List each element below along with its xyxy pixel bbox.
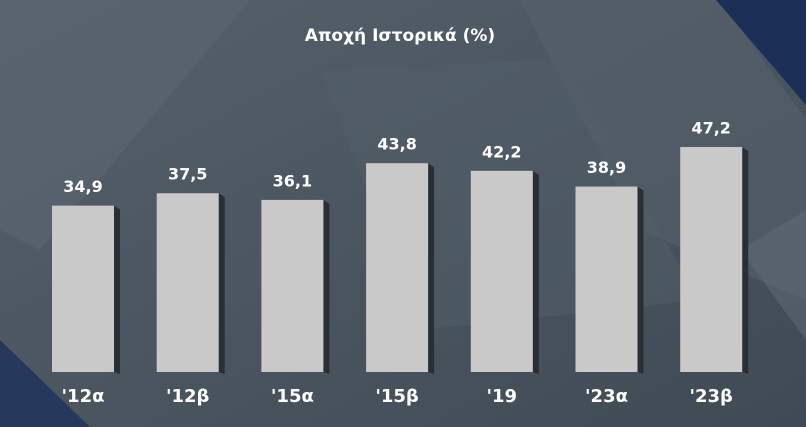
bar	[575, 186, 638, 372]
chart-title: Αποχή Ιστορικά (%)	[305, 26, 495, 46]
value-label: 47,2	[691, 119, 730, 138]
x-tick-label: '15α	[271, 386, 314, 407]
bar	[261, 199, 324, 372]
value-label: 43,8	[377, 135, 416, 154]
bar-shadow	[637, 186, 644, 374]
bar-shadow	[323, 199, 330, 374]
value-label: 36,1	[273, 171, 312, 190]
value-label: 42,2	[482, 142, 521, 161]
bg-corner	[0, 340, 90, 427]
bar	[52, 205, 114, 372]
bar	[680, 147, 743, 372]
x-tick-label: '23α	[585, 386, 628, 407]
bar-shadow	[428, 163, 435, 374]
x-tick-label: '19	[487, 386, 518, 407]
value-label: 37,5	[168, 165, 207, 184]
x-tick-label: '23β	[689, 386, 733, 407]
bar	[470, 170, 533, 372]
bar-shadow	[218, 193, 225, 374]
value-label: 38,9	[587, 158, 626, 177]
bg-shape	[740, 210, 806, 340]
bar-shadow	[532, 170, 539, 374]
value-label: 34,9	[63, 177, 102, 196]
bg-corner	[716, 0, 806, 105]
bar-shadow	[742, 147, 749, 374]
bar	[156, 193, 219, 372]
x-tick-label: '12β	[166, 386, 210, 407]
x-tick-label: '12α	[62, 386, 105, 407]
bar-shadow	[114, 205, 120, 374]
bg-shape	[0, 0, 250, 250]
x-tick-label: '15β	[375, 386, 419, 407]
bar	[366, 163, 429, 372]
